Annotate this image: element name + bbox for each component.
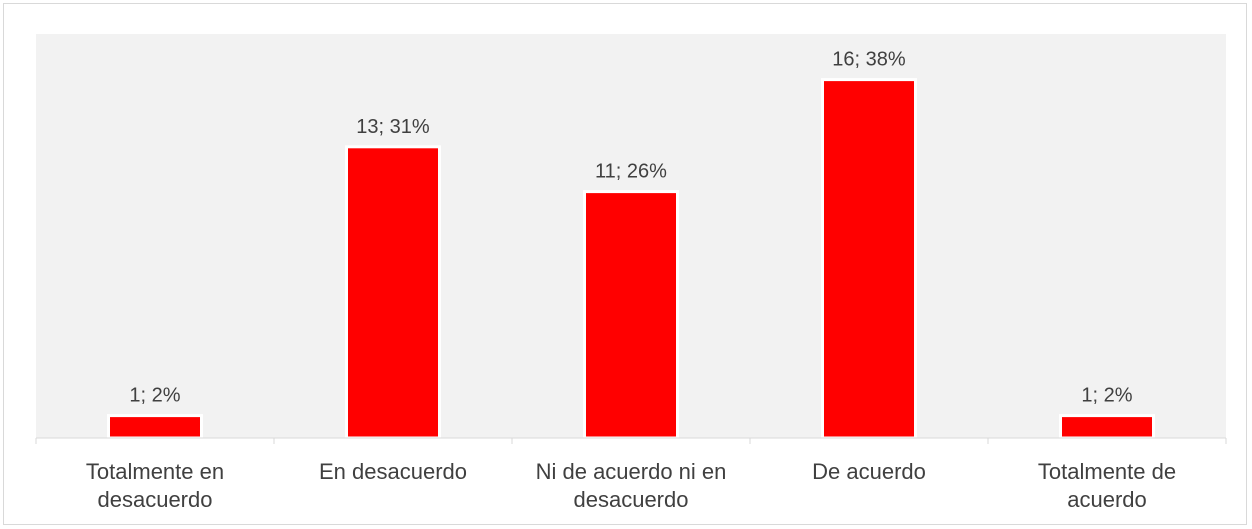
category-label: desacuerdo	[574, 487, 689, 512]
data-label: 1; 2%	[1081, 385, 1132, 407]
bar	[345, 145, 441, 440]
category-labels: Totalmente en desacuerdo En desacuerdo Ni d…	[86, 459, 1176, 512]
data-label: 11; 26%	[595, 161, 667, 183]
data-label: 1; 2%	[129, 385, 180, 407]
bar	[107, 414, 203, 440]
bar	[1059, 414, 1155, 440]
category-label: Ni de acuerdo ni en	[536, 459, 727, 484]
bar	[583, 190, 679, 440]
x-axis-ticks	[35, 438, 1227, 444]
category-label: En desacuerdo	[319, 459, 467, 484]
data-label: 13; 31%	[356, 116, 430, 138]
category-label: acuerdo	[1067, 487, 1147, 512]
data-labels: 1; 2% 13; 31% 11; 26% 16; 38% 1; 2%	[129, 49, 1132, 407]
bars-layer	[107, 78, 1155, 440]
category-label: desacuerdo	[98, 487, 213, 512]
category-label: Totalmente en	[86, 459, 224, 484]
category-label: De acuerdo	[812, 459, 926, 484]
bar	[821, 78, 917, 440]
category-label: Totalmente de	[1038, 459, 1176, 484]
data-label: 16; 38%	[832, 49, 906, 71]
